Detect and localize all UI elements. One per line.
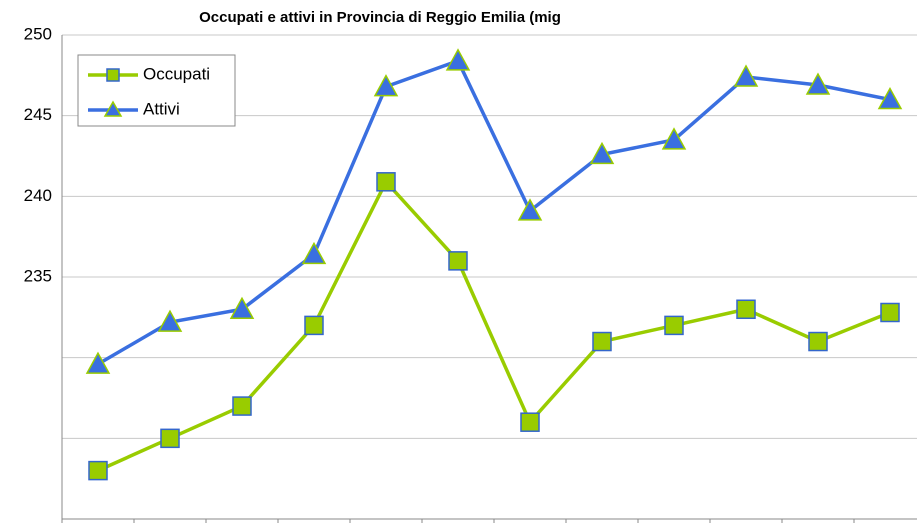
legend-label: Attivi (143, 99, 180, 118)
marker (445, 48, 471, 71)
y-tick-label: 250 (24, 24, 52, 43)
chart-title: Occupati e attivi in Provincia di Reggio… (199, 9, 561, 26)
marker (373, 74, 399, 97)
y-tick-label: 240 (24, 186, 52, 205)
marker (592, 331, 612, 352)
series-line (97, 178, 891, 473)
marker (808, 331, 828, 352)
marker (589, 141, 615, 165)
y-tick-label: 235 (24, 266, 52, 285)
marker (448, 251, 468, 271)
legend-box (77, 54, 236, 127)
marker (877, 86, 903, 110)
legend: Occupati Attivi (77, 54, 236, 127)
marker (160, 428, 180, 449)
series (88, 172, 900, 481)
series-line (97, 58, 891, 366)
legend-label: Occupati (143, 64, 210, 83)
legend-marker (106, 68, 120, 82)
series (85, 48, 903, 374)
marker (520, 412, 540, 432)
marker (85, 351, 111, 374)
marker (376, 172, 396, 192)
marker (733, 64, 759, 87)
marker (88, 460, 108, 481)
marker (517, 198, 543, 221)
marker (157, 309, 183, 332)
marker (301, 241, 327, 265)
marker (229, 296, 255, 320)
y-tick-label: 245 (24, 105, 52, 124)
marker (736, 299, 756, 320)
marker (880, 302, 900, 323)
marker (661, 127, 687, 150)
legend-marker (103, 100, 123, 117)
marker (232, 396, 252, 416)
marker (664, 315, 684, 336)
marker (805, 72, 831, 95)
marker (304, 315, 324, 336)
